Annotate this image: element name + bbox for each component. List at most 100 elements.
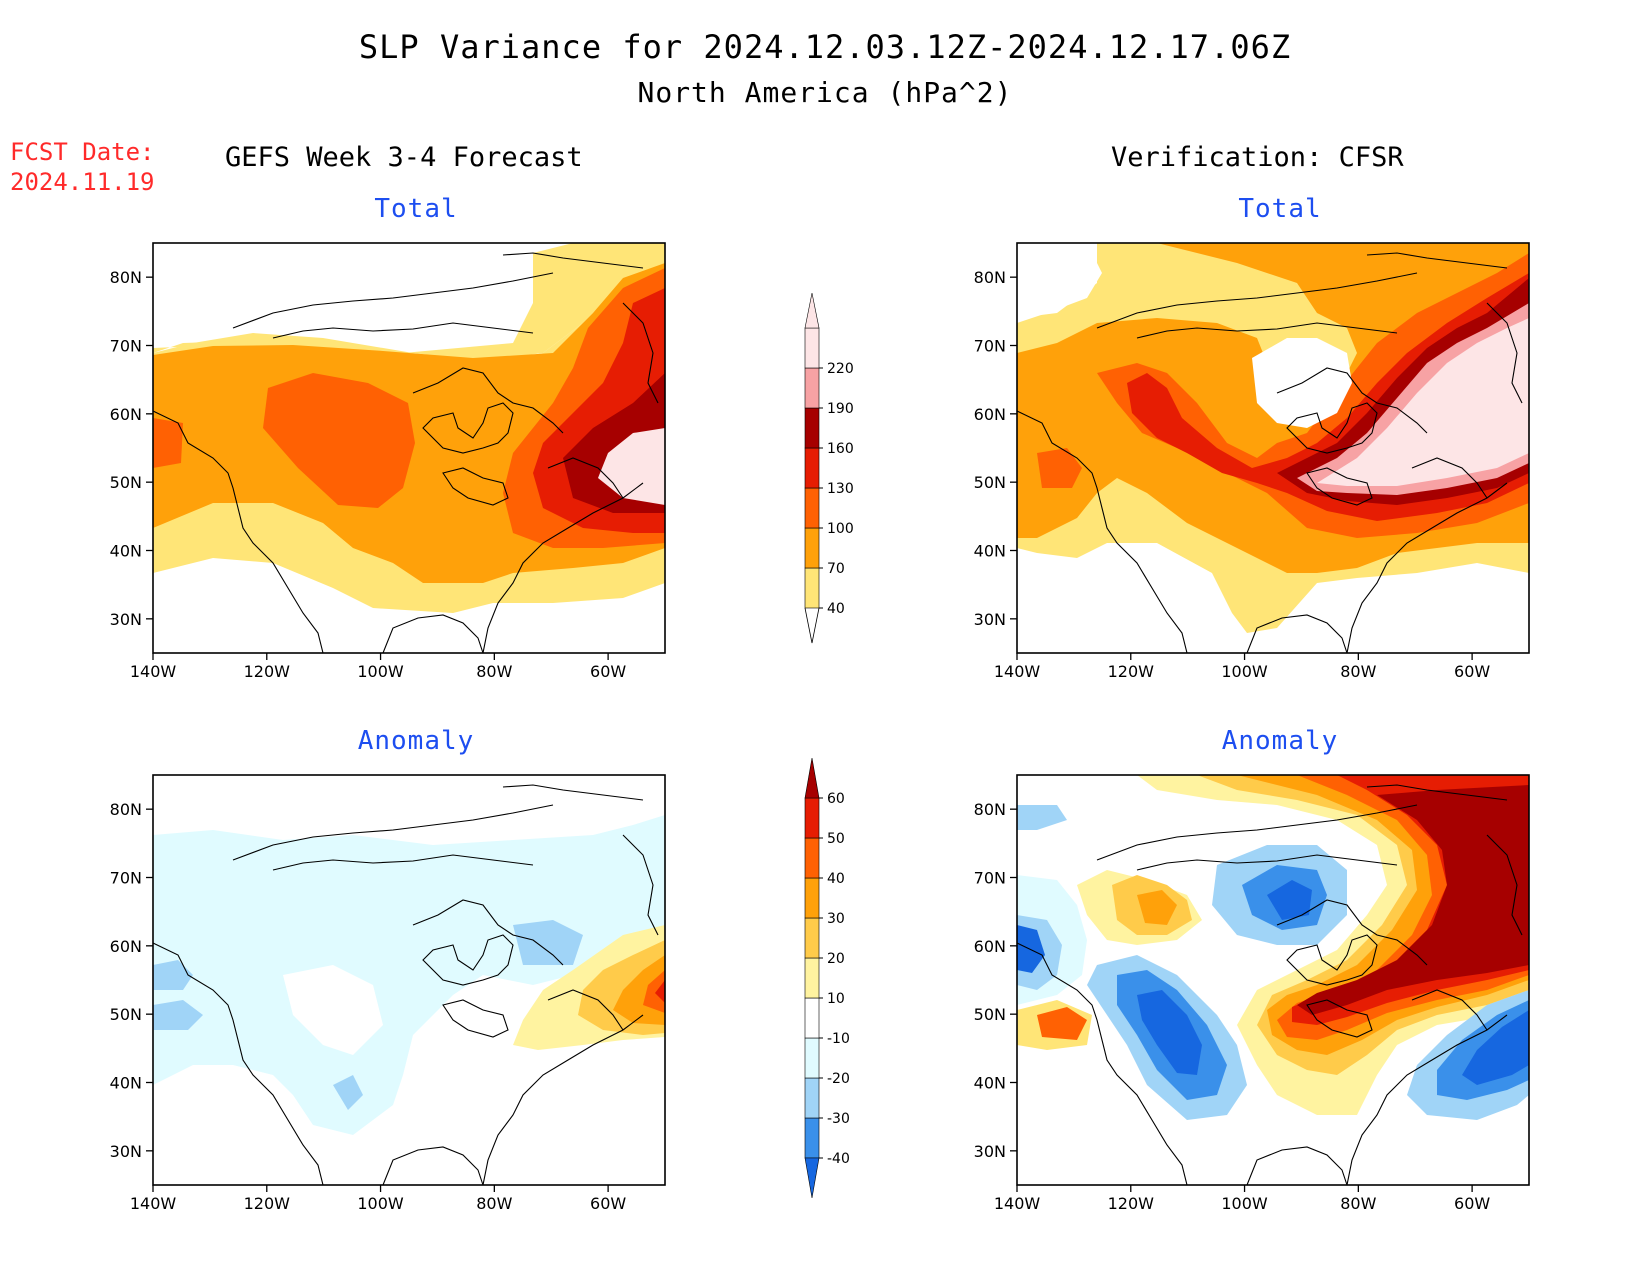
lat-tick-label: 80N (974, 800, 1006, 819)
lat-tick-label: 80N (110, 268, 142, 287)
lat-tick-label: 30N (110, 610, 142, 629)
colorbar-label: 220 (827, 361, 854, 377)
lon-tick-label: 120W (244, 1194, 291, 1213)
lat-tick-label: 60N (110, 937, 142, 956)
colorbar-box (804, 917, 820, 959)
lon-tick-label: 140W (130, 1194, 177, 1213)
colorbar-box (804, 327, 820, 369)
colorbar-label: 130 (827, 481, 854, 497)
lat-tick-label: 50N (974, 473, 1006, 492)
lat-tick-label: 40N (110, 542, 142, 561)
colorbar-top-arrow (804, 292, 820, 329)
lat-tick-label: 70N (110, 337, 142, 356)
colorbar-box (804, 567, 820, 609)
shading-verification-anomaly (1017, 775, 1529, 1185)
lon-tick-label: 80W (1340, 662, 1376, 681)
lon-tick-label: 100W (357, 662, 404, 681)
lat-tick-label: 50N (110, 1005, 142, 1024)
lat-tick-label: 50N (974, 1005, 1006, 1024)
colorbar-label: 20 (827, 951, 845, 967)
lat-tick-label: 60N (974, 937, 1006, 956)
lat-tick-label: 80N (110, 800, 142, 819)
colorbar-box (804, 997, 820, 1039)
fcst-date-block: FCST Date: 2024.11.19 (10, 137, 155, 197)
lon-tick-label: 140W (130, 662, 177, 681)
lat-tick-label: 40N (974, 542, 1006, 561)
coastlines-verification-anomaly (1016, 784, 1523, 1186)
colorbar-total: 40 70 100 130 160 190 220 (804, 292, 854, 644)
lat-tick-label: 70N (974, 869, 1006, 888)
lon-tick-label: 60W (1454, 662, 1490, 681)
lat-tick-label: 40N (974, 1074, 1006, 1093)
lon-tick-label: 140W (994, 1194, 1041, 1213)
fcst-date-value: 2024.11.19 (10, 168, 155, 196)
colorbar-label: 10 (827, 991, 845, 1007)
colorbar-label: -10 (827, 1031, 850, 1047)
panel-verification-anomaly: 80N 70N 60N 50N 40N 30N 140W 120W 100W 80W 60W (974, 774, 1530, 1213)
colorbar-box (804, 367, 820, 409)
axis-ticks-forecast-total: 80N 70N 60N 50N 40N 30N 140W 120W 100W 80W 60W (110, 268, 627, 681)
lon-tick-label: 100W (1221, 1194, 1268, 1213)
column-title-forecast: GEFS Week 3-4 Forecast (225, 142, 583, 173)
panel-title-forecast-total: Total (374, 194, 458, 224)
lon-tick-label: 80W (1340, 1194, 1376, 1213)
axis-ticks-verification-total: 80N 70N 60N 50N 40N 30N 140W 120W 100W 80W 60W (974, 268, 1491, 681)
colorbar-box (804, 957, 820, 999)
colorbar-label: 100 (827, 521, 854, 537)
colorbar-box (804, 447, 820, 489)
lat-tick-label: 60N (974, 405, 1006, 424)
lon-tick-label: 60W (590, 1194, 626, 1213)
colorbar-box (804, 487, 820, 529)
colorbar-anomaly: -40 -30 -20 -10 10 20 30 40 50 60 (804, 757, 850, 1199)
colorbar-top-arrow (804, 757, 820, 799)
coastlines-forecast-total (152, 252, 659, 654)
panel-forecast-anomaly: 80N 70N 60N 50N 40N 30N 140W 120W 100W 80W 60W (110, 774, 666, 1213)
lat-tick-label: 80N (974, 268, 1006, 287)
lat-tick-label: 60N (110, 405, 142, 424)
lat-tick-label: 50N (110, 473, 142, 492)
panel-title-verification-anomaly: Anomaly (1221, 726, 1339, 756)
lat-tick-label: 40N (110, 1074, 142, 1093)
colorbar-box (804, 877, 820, 919)
fcst-date-label: FCST Date: (10, 138, 155, 166)
main-title: SLP Variance for 2024.12.03.12Z-2024.12.… (358, 28, 1292, 66)
coastlines-forecast-anomaly (152, 784, 659, 1186)
lat-tick-label: 70N (110, 869, 142, 888)
colorbar-box (804, 797, 820, 839)
colorbar-bottom-arrow (804, 1157, 820, 1199)
colorbar-label: 190 (827, 401, 854, 417)
colorbar-label: -40 (827, 1151, 850, 1167)
colorbar-box (804, 1117, 820, 1159)
colorbar-bottom-arrow (804, 607, 820, 644)
lon-tick-label: 140W (994, 662, 1041, 681)
colorbar-label: -20 (827, 1071, 850, 1087)
colorbar-label: 50 (827, 831, 845, 847)
shading-verification-total (1017, 243, 1529, 653)
colorbar-label: -30 (827, 1111, 850, 1127)
lon-tick-label: 80W (476, 1194, 512, 1213)
colorbar-box (804, 527, 820, 569)
colorbar-box (804, 1077, 820, 1119)
panel-verification-total: 80N 70N 60N 50N 40N 30N 140W 120W 100W 80W 60W (974, 242, 1530, 681)
column-title-verification: Verification: CFSR (1111, 142, 1404, 173)
colorbar-label: 30 (827, 911, 845, 927)
colorbar-box (804, 1037, 820, 1079)
lon-tick-label: 120W (1108, 1194, 1155, 1213)
lon-tick-label: 120W (244, 662, 291, 681)
shading-forecast-anomaly (153, 775, 665, 1185)
panel-title-forecast-anomaly: Anomaly (357, 726, 475, 756)
lon-tick-label: 60W (590, 662, 626, 681)
lon-tick-label: 80W (476, 662, 512, 681)
lon-tick-label: 60W (1454, 1194, 1490, 1213)
colorbar-label: 60 (827, 791, 845, 807)
map-frame (152, 774, 666, 1186)
axis-ticks-forecast-anomaly: 80N 70N 60N 50N 40N 30N 140W 120W 100W 80W 60W (110, 800, 627, 1213)
colorbar-box (804, 407, 820, 449)
lat-tick-label: 30N (974, 1142, 1006, 1161)
shading-forecast-total (153, 243, 665, 653)
panel-title-verification-total: Total (1238, 194, 1322, 224)
lon-tick-label: 120W (1108, 662, 1155, 681)
lat-tick-label: 70N (974, 337, 1006, 356)
colorbar-label: 40 (827, 601, 845, 617)
